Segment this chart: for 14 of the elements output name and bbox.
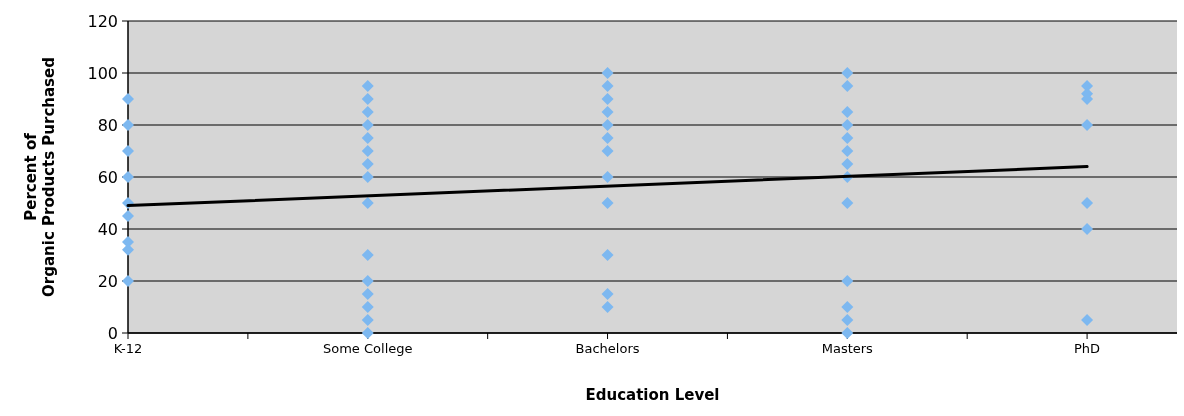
y-tick-label: 60 — [97, 167, 118, 187]
y-axis-title: Percent of Organic Products Purchased — [22, 57, 58, 297]
x-axis-title: Education Level — [585, 386, 720, 404]
y-tick-label: 120 — [87, 11, 118, 31]
y-tick-label: 0 — [107, 323, 118, 343]
y-tick-label: 80 — [97, 115, 118, 135]
x-tick-label: K-12 — [113, 341, 143, 356]
x-tick-label: PhD — [1074, 341, 1101, 356]
y-tick-label: 100 — [87, 63, 118, 83]
x-tick-label: Masters — [821, 341, 874, 356]
x-tick-label: Some College — [323, 341, 413, 356]
y-tick-label: 20 — [97, 271, 118, 291]
x-tick-label: Bachelors — [575, 341, 640, 356]
y-tick-label: 40 — [97, 219, 118, 239]
